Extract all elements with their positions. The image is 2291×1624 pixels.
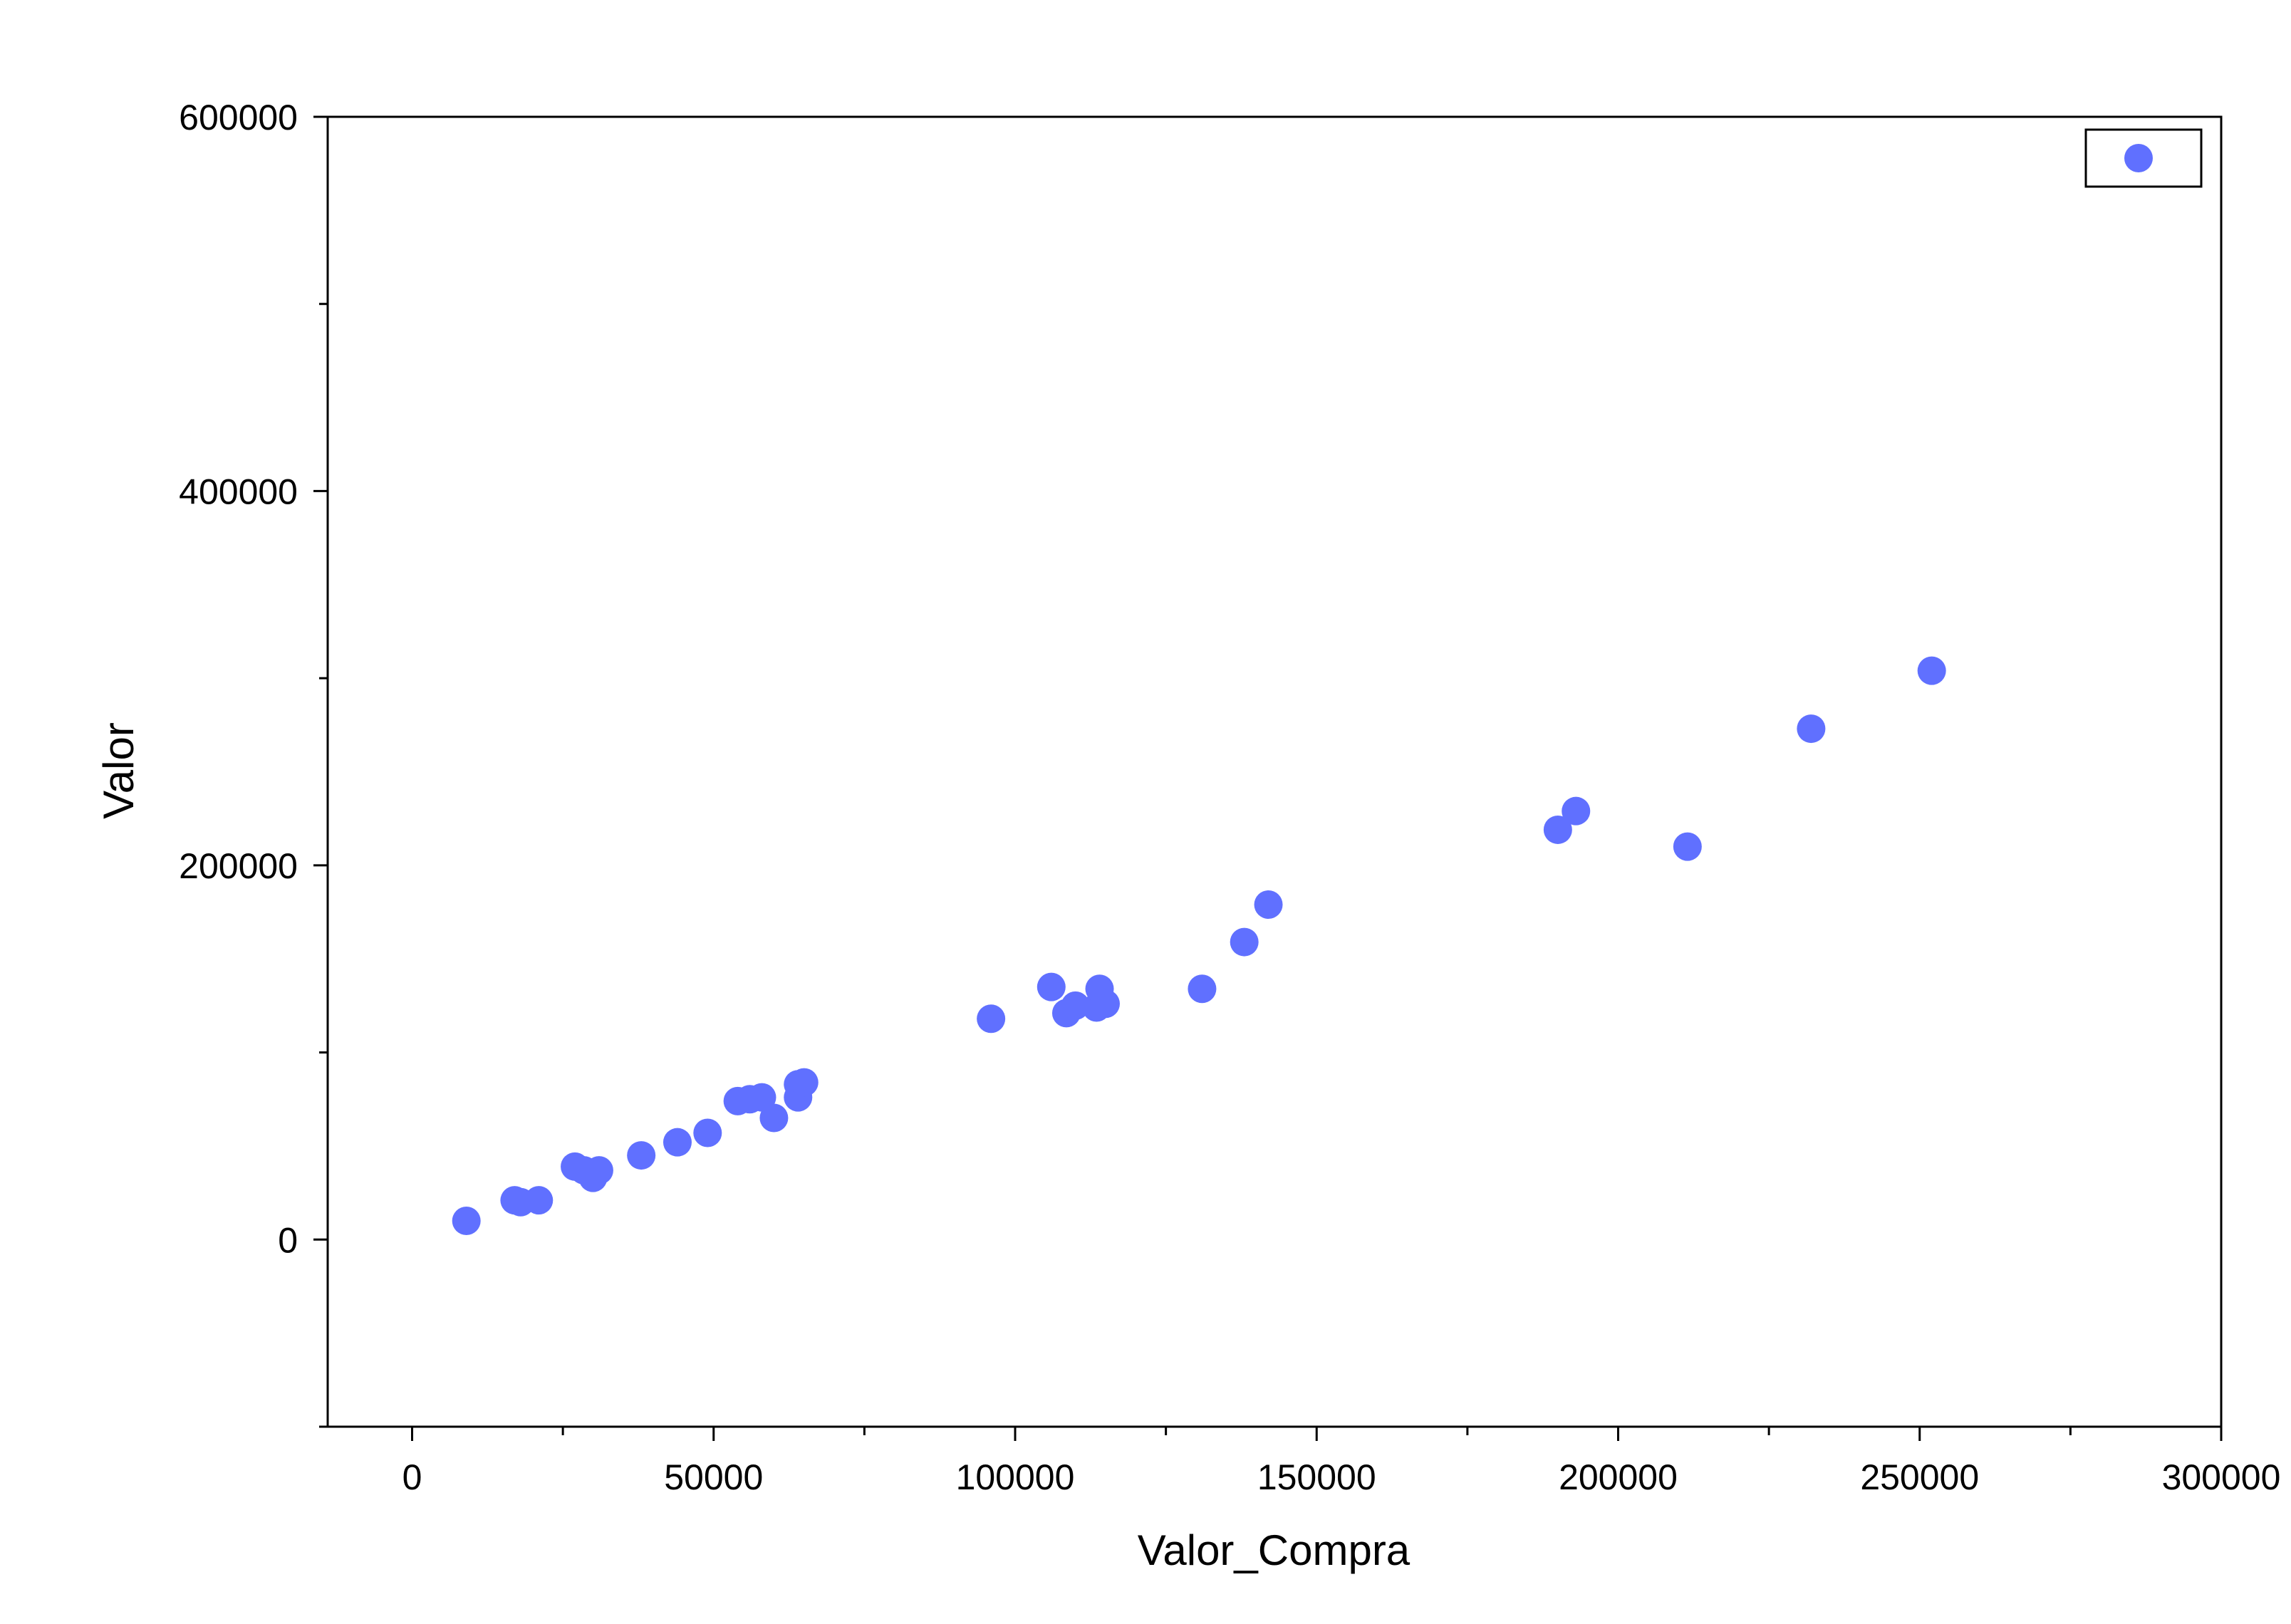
data-point (1797, 714, 1826, 744)
data-point (789, 1068, 819, 1097)
x-tick-label: 250000 (1860, 1457, 1979, 1497)
axes-layer: 0 50000 100000 150000 200000 250000 300000 0 200… (179, 98, 2280, 1497)
data-point (524, 1186, 554, 1215)
data-point (977, 1004, 1006, 1034)
data-point (1917, 656, 1946, 685)
x-tick-label: 50000 (664, 1457, 763, 1497)
y-axis-label: Valor (95, 722, 142, 819)
data-point (693, 1118, 722, 1147)
data-point (584, 1156, 613, 1185)
x-tick-label: 200000 (1559, 1457, 1678, 1497)
data-point (1037, 972, 1066, 1001)
legend-marker (2124, 144, 2153, 172)
y-tick-label: 400000 (179, 472, 298, 511)
y-tick-label: 0 (278, 1220, 298, 1260)
data-point (1254, 890, 1283, 920)
data-point (1061, 991, 1090, 1020)
data-point (1230, 927, 1259, 957)
x-tick-label: 150000 (1257, 1457, 1376, 1497)
data-point (663, 1128, 692, 1157)
x-axis-label: Valor_Compra (1138, 1526, 1411, 1574)
data-point (759, 1103, 789, 1133)
data-point (1188, 974, 1217, 1004)
x-tick-label: 100000 (956, 1457, 1075, 1497)
x-tick-label: 0 (402, 1457, 422, 1497)
y-tick-label: 600000 (179, 98, 298, 137)
y-tick-label: 200000 (179, 846, 298, 886)
data-point (452, 1207, 481, 1236)
data-point (1673, 832, 1702, 861)
legend (2084, 128, 2203, 188)
data-point (1562, 796, 1591, 826)
data-point (747, 1083, 776, 1112)
data-point (1091, 989, 1120, 1019)
data-point (1543, 815, 1572, 844)
points-layer (452, 656, 1946, 1236)
plot-frame (326, 115, 2223, 1428)
data-point (627, 1141, 656, 1170)
x-tick-label: 300000 (2162, 1457, 2281, 1497)
